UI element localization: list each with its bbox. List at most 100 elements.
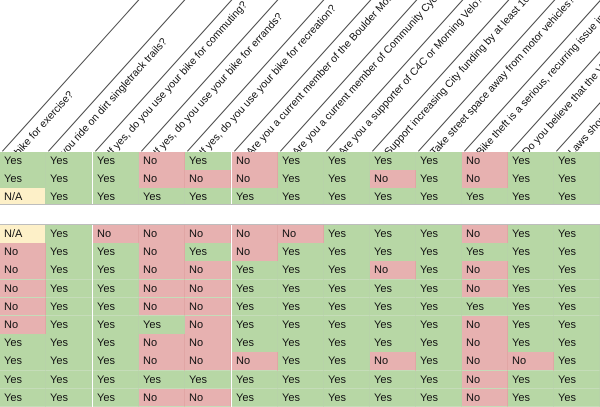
table-cell[interactable]: Yes: [554, 170, 600, 189]
table-cell[interactable]: No: [139, 225, 185, 244]
table-cell[interactable]: Yes: [46, 297, 92, 317]
table-cell[interactable]: Yes: [185, 152, 231, 171]
table-cell[interactable]: No: [232, 243, 278, 262]
table-cell[interactable]: Yes: [278, 388, 324, 407]
table-cell[interactable]: No: [370, 170, 416, 189]
table-cell[interactable]: Yes: [46, 152, 92, 171]
table-cell[interactable]: No: [462, 225, 508, 244]
table-cell[interactable]: Yes: [508, 225, 554, 244]
table-cell[interactable]: Yes: [508, 316, 554, 335]
table-cell[interactable]: No: [139, 388, 185, 407]
table-cell[interactable]: No: [185, 225, 231, 244]
table-cell[interactable]: Yes: [232, 261, 278, 280]
table-cell[interactable]: Yes: [232, 388, 278, 407]
table-cell[interactable]: Yes: [278, 170, 324, 189]
table-cell[interactable]: Yes: [0, 352, 46, 371]
table-cell[interactable]: Yes: [93, 316, 139, 335]
table-cell[interactable]: Yes: [370, 188, 416, 207]
table-cell[interactable]: Yes: [554, 316, 600, 335]
table-cell[interactable]: Yes: [93, 352, 139, 371]
table-cell[interactable]: No: [185, 334, 231, 353]
table-cell[interactable]: Yes: [46, 225, 92, 244]
table-cell[interactable]: Yes: [508, 297, 554, 317]
table-cell[interactable]: No: [185, 388, 231, 407]
table-cell[interactable]: No: [462, 334, 508, 353]
table-cell[interactable]: Yes: [554, 261, 600, 280]
table-cell[interactable]: Yes: [185, 243, 231, 262]
table-cell[interactable]: No: [278, 225, 324, 244]
table-cell[interactable]: Yes: [416, 261, 462, 280]
table-cell[interactable]: Yes: [0, 370, 46, 390]
table-cell[interactable]: No: [139, 261, 185, 280]
table-cell[interactable]: Yes: [0, 152, 46, 171]
table-cell[interactable]: Yes: [93, 188, 139, 207]
table-cell[interactable]: Yes: [46, 243, 92, 262]
table-cell[interactable]: Yes: [554, 152, 600, 171]
table-cell[interactable]: Yes: [370, 279, 416, 299]
table-cell[interactable]: Yes: [93, 170, 139, 189]
table-cell[interactable]: Yes: [46, 370, 92, 390]
table-cell[interactable]: No: [462, 152, 508, 171]
table-cell[interactable]: Yes: [416, 152, 462, 171]
table-cell[interactable]: No: [462, 316, 508, 335]
table-cell[interactable]: Yes: [46, 279, 92, 299]
table-cell[interactable]: Yes: [508, 388, 554, 407]
table-cell[interactable]: Yes: [416, 243, 462, 262]
table-cell[interactable]: No: [462, 279, 508, 299]
table-cell[interactable]: Yes: [554, 243, 600, 262]
table-cell[interactable]: Yes: [416, 316, 462, 335]
table-cell[interactable]: Yes: [46, 316, 92, 335]
table-cell[interactable]: Yes: [370, 225, 416, 244]
table-cell[interactable]: N/A: [0, 225, 46, 244]
table-cell[interactable]: No: [139, 152, 185, 171]
table-cell[interactable]: Yes: [416, 279, 462, 299]
table-cell[interactable]: Yes: [324, 170, 370, 189]
table-cell[interactable]: Yes: [370, 152, 416, 171]
table-cell[interactable]: No: [462, 370, 508, 390]
table-cell[interactable]: Yes: [416, 225, 462, 244]
table-cell[interactable]: No: [232, 152, 278, 171]
table-cell[interactable]: No: [185, 170, 231, 189]
table-cell[interactable]: No: [185, 297, 231, 317]
table-cell[interactable]: No: [462, 261, 508, 280]
table-cell[interactable]: No: [185, 316, 231, 335]
table-cell[interactable]: Yes: [278, 334, 324, 353]
table-cell[interactable]: No: [0, 279, 46, 299]
table-cell[interactable]: Yes: [324, 316, 370, 335]
table-cell[interactable]: Yes: [324, 152, 370, 171]
table-cell[interactable]: Yes: [416, 334, 462, 353]
table-cell[interactable]: Yes: [278, 188, 324, 207]
table-cell[interactable]: Yes: [370, 316, 416, 335]
table-cell[interactable]: Yes: [46, 334, 92, 353]
table-cell[interactable]: Yes: [416, 170, 462, 189]
table-cell[interactable]: Yes: [93, 370, 139, 390]
table-cell[interactable]: No: [93, 225, 139, 244]
table-cell[interactable]: No: [370, 352, 416, 371]
table-cell[interactable]: No: [139, 279, 185, 299]
table-cell[interactable]: No: [139, 334, 185, 353]
table-cell[interactable]: Yes: [278, 297, 324, 317]
table-cell[interactable]: Yes: [324, 370, 370, 390]
table-cell[interactable]: No: [0, 261, 46, 280]
table-cell[interactable]: Yes: [324, 243, 370, 262]
table-cell[interactable]: Yes: [278, 352, 324, 371]
table-cell[interactable]: No: [462, 352, 508, 371]
table-cell[interactable]: Yes: [554, 279, 600, 299]
table-cell[interactable]: No: [232, 352, 278, 371]
table-cell[interactable]: Yes: [370, 370, 416, 390]
table-cell[interactable]: Yes: [232, 188, 278, 207]
table-cell[interactable]: Yes: [324, 352, 370, 371]
table-cell[interactable]: Yes: [232, 316, 278, 335]
table-cell[interactable]: No: [462, 388, 508, 407]
table-cell[interactable]: No: [370, 261, 416, 280]
table-cell[interactable]: Yes: [278, 243, 324, 262]
table-cell[interactable]: Yes: [278, 316, 324, 335]
table-cell[interactable]: Yes: [46, 388, 92, 407]
table-cell[interactable]: Yes: [185, 188, 231, 207]
table-cell[interactable]: No: [139, 170, 185, 189]
table-cell[interactable]: Yes: [370, 334, 416, 353]
table-cell[interactable]: Yes: [370, 297, 416, 317]
table-cell[interactable]: Yes: [232, 279, 278, 299]
table-cell[interactable]: Yes: [416, 370, 462, 390]
table-cell[interactable]: Yes: [462, 243, 508, 262]
